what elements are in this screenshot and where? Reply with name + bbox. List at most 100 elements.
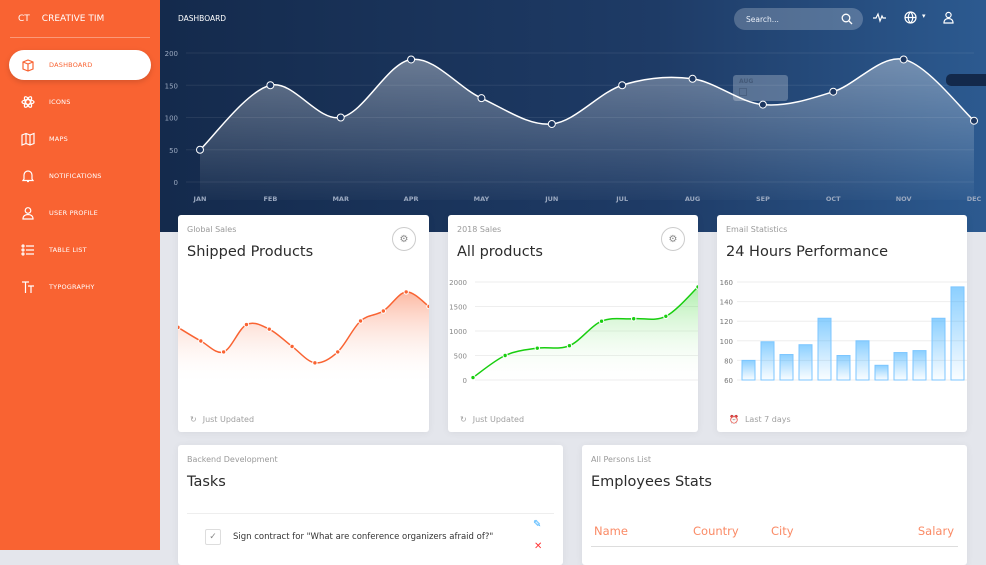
card-footer: ↻ Just Updated (190, 415, 254, 424)
data-point[interactable] (899, 55, 908, 64)
data-point[interactable] (688, 74, 697, 83)
sidebar-item-label: MAPS (49, 135, 68, 143)
column-header-salary[interactable]: Salary (917, 524, 954, 538)
task-text: Sign contract for "What are conference o… (233, 532, 494, 542)
bar[interactable] (893, 352, 908, 381)
data-point[interactable] (357, 318, 364, 324)
data-point[interactable] (198, 338, 204, 344)
tasks-category: Backend Development (187, 455, 278, 464)
data-point[interactable] (266, 81, 275, 90)
data-point[interactable] (470, 374, 476, 381)
column-header-name[interactable]: Name (594, 524, 628, 538)
data-point[interactable] (426, 303, 429, 310)
card-category: Email Statistics (726, 225, 788, 234)
x-tick-label: SEP (756, 195, 770, 203)
performance-card: Email Statistics 24 Hours Performance ⏰ L… (717, 215, 967, 432)
activity-icon[interactable] (873, 11, 886, 24)
bar[interactable] (760, 341, 775, 381)
bar[interactable] (798, 344, 813, 381)
search-input[interactable]: Search... (734, 8, 863, 30)
data-point[interactable] (196, 145, 204, 154)
x-tick-label: OCT (826, 195, 841, 203)
bar[interactable] (817, 317, 832, 381)
sidebar-item-label: TYPOGRAPHY (49, 283, 95, 291)
data-point[interactable] (407, 55, 416, 64)
sidebar-item-table-list[interactable]: TABLE LIST (9, 235, 151, 265)
data-point[interactable] (631, 316, 637, 322)
y-tick-label: 150 (165, 82, 178, 90)
employees-title: Employees Stats (591, 474, 712, 490)
area-fill (178, 291, 429, 385)
data-point[interactable] (335, 349, 341, 355)
data-point[interactable] (618, 81, 627, 90)
bar[interactable] (874, 364, 889, 381)
data-point[interactable] (598, 318, 605, 324)
page-title[interactable]: DASHBOARD (178, 14, 227, 23)
series-line (472, 286, 698, 379)
x-tick-label: MAR (332, 195, 349, 203)
settings-button[interactable]: ⚙ (661, 227, 685, 251)
data-point[interactable] (663, 313, 669, 320)
data-point[interactable] (695, 284, 698, 290)
atom-icon (21, 96, 35, 108)
data-point[interactable] (547, 119, 556, 128)
sidebar-item-maps[interactable]: MAPS (9, 124, 151, 154)
task-checkbox[interactable]: ✓ (205, 529, 221, 545)
data-point[interactable] (477, 94, 486, 103)
brand[interactable]: CT CREATIVE TIM (10, 0, 150, 38)
y-tick-label: 1000 (449, 328, 467, 336)
bar[interactable] (779, 354, 794, 381)
sidebar-item-icons[interactable]: ICONS (9, 87, 151, 117)
data-point[interactable] (220, 349, 227, 355)
user-icon (22, 207, 34, 220)
footer-text: Just Updated (472, 415, 525, 424)
bar[interactable] (741, 359, 756, 381)
data-point[interactable] (566, 343, 573, 349)
data-point[interactable] (289, 343, 295, 350)
y-tick-label: 60 (724, 377, 733, 385)
bar[interactable] (836, 355, 851, 381)
list-icon (21, 244, 34, 256)
sidebar-item-dashboard[interactable]: DASHBOARD (9, 50, 151, 80)
column-header-country[interactable]: Country (693, 524, 739, 538)
bar[interactable] (912, 350, 927, 381)
settings-button[interactable]: ⚙ (392, 227, 416, 251)
remove-icon[interactable]: ✕ (534, 541, 543, 552)
series-line (199, 58, 975, 151)
y-tick-label: 80 (724, 357, 733, 365)
alarm-clock-icon: ⏰ (729, 415, 739, 424)
card-footer: ⏰ Last 7 days (729, 415, 791, 424)
y-tick-label: 1500 (449, 304, 467, 312)
fixed-plugin-handle[interactable] (946, 74, 986, 86)
footer-text: Last 7 days (744, 415, 791, 424)
data-point[interactable] (178, 324, 181, 331)
dropdown-caret-icon[interactable]: ▾ (922, 12, 926, 20)
data-point[interactable] (403, 289, 409, 295)
bar[interactable] (855, 340, 870, 381)
sidebar-item-notifications[interactable]: NOTIFICATIONS (9, 161, 151, 191)
bar[interactable] (950, 286, 965, 381)
edit-icon[interactable]: ✎ (533, 519, 542, 530)
data-point[interactable] (758, 100, 767, 109)
footer-text: Just Updated (202, 415, 255, 424)
data-point[interactable] (243, 321, 250, 328)
data-point[interactable] (266, 326, 272, 332)
sidebar-item-user-profile[interactable]: USER PROFILE (9, 198, 151, 228)
bar[interactable] (931, 317, 946, 381)
sidebar-item-typography[interactable]: TYPOGRAPHY (9, 272, 151, 302)
data-point[interactable] (502, 352, 508, 359)
column-header-city[interactable]: City (771, 524, 794, 538)
data-point[interactable] (336, 113, 345, 122)
x-tick-label: MAY (474, 195, 490, 203)
brand-name: CREATIVE TIM (41, 13, 105, 24)
data-point[interactable] (534, 345, 540, 351)
data-point[interactable] (970, 116, 978, 125)
data-point[interactable] (380, 308, 387, 314)
data-point[interactable] (312, 360, 318, 366)
cube-icon (22, 59, 34, 72)
search-icon[interactable] (841, 13, 853, 25)
card-category: 2018 Sales (457, 225, 502, 234)
data-point[interactable] (829, 87, 838, 96)
user-icon[interactable] (942, 11, 955, 24)
globe-icon[interactable] (904, 11, 917, 24)
